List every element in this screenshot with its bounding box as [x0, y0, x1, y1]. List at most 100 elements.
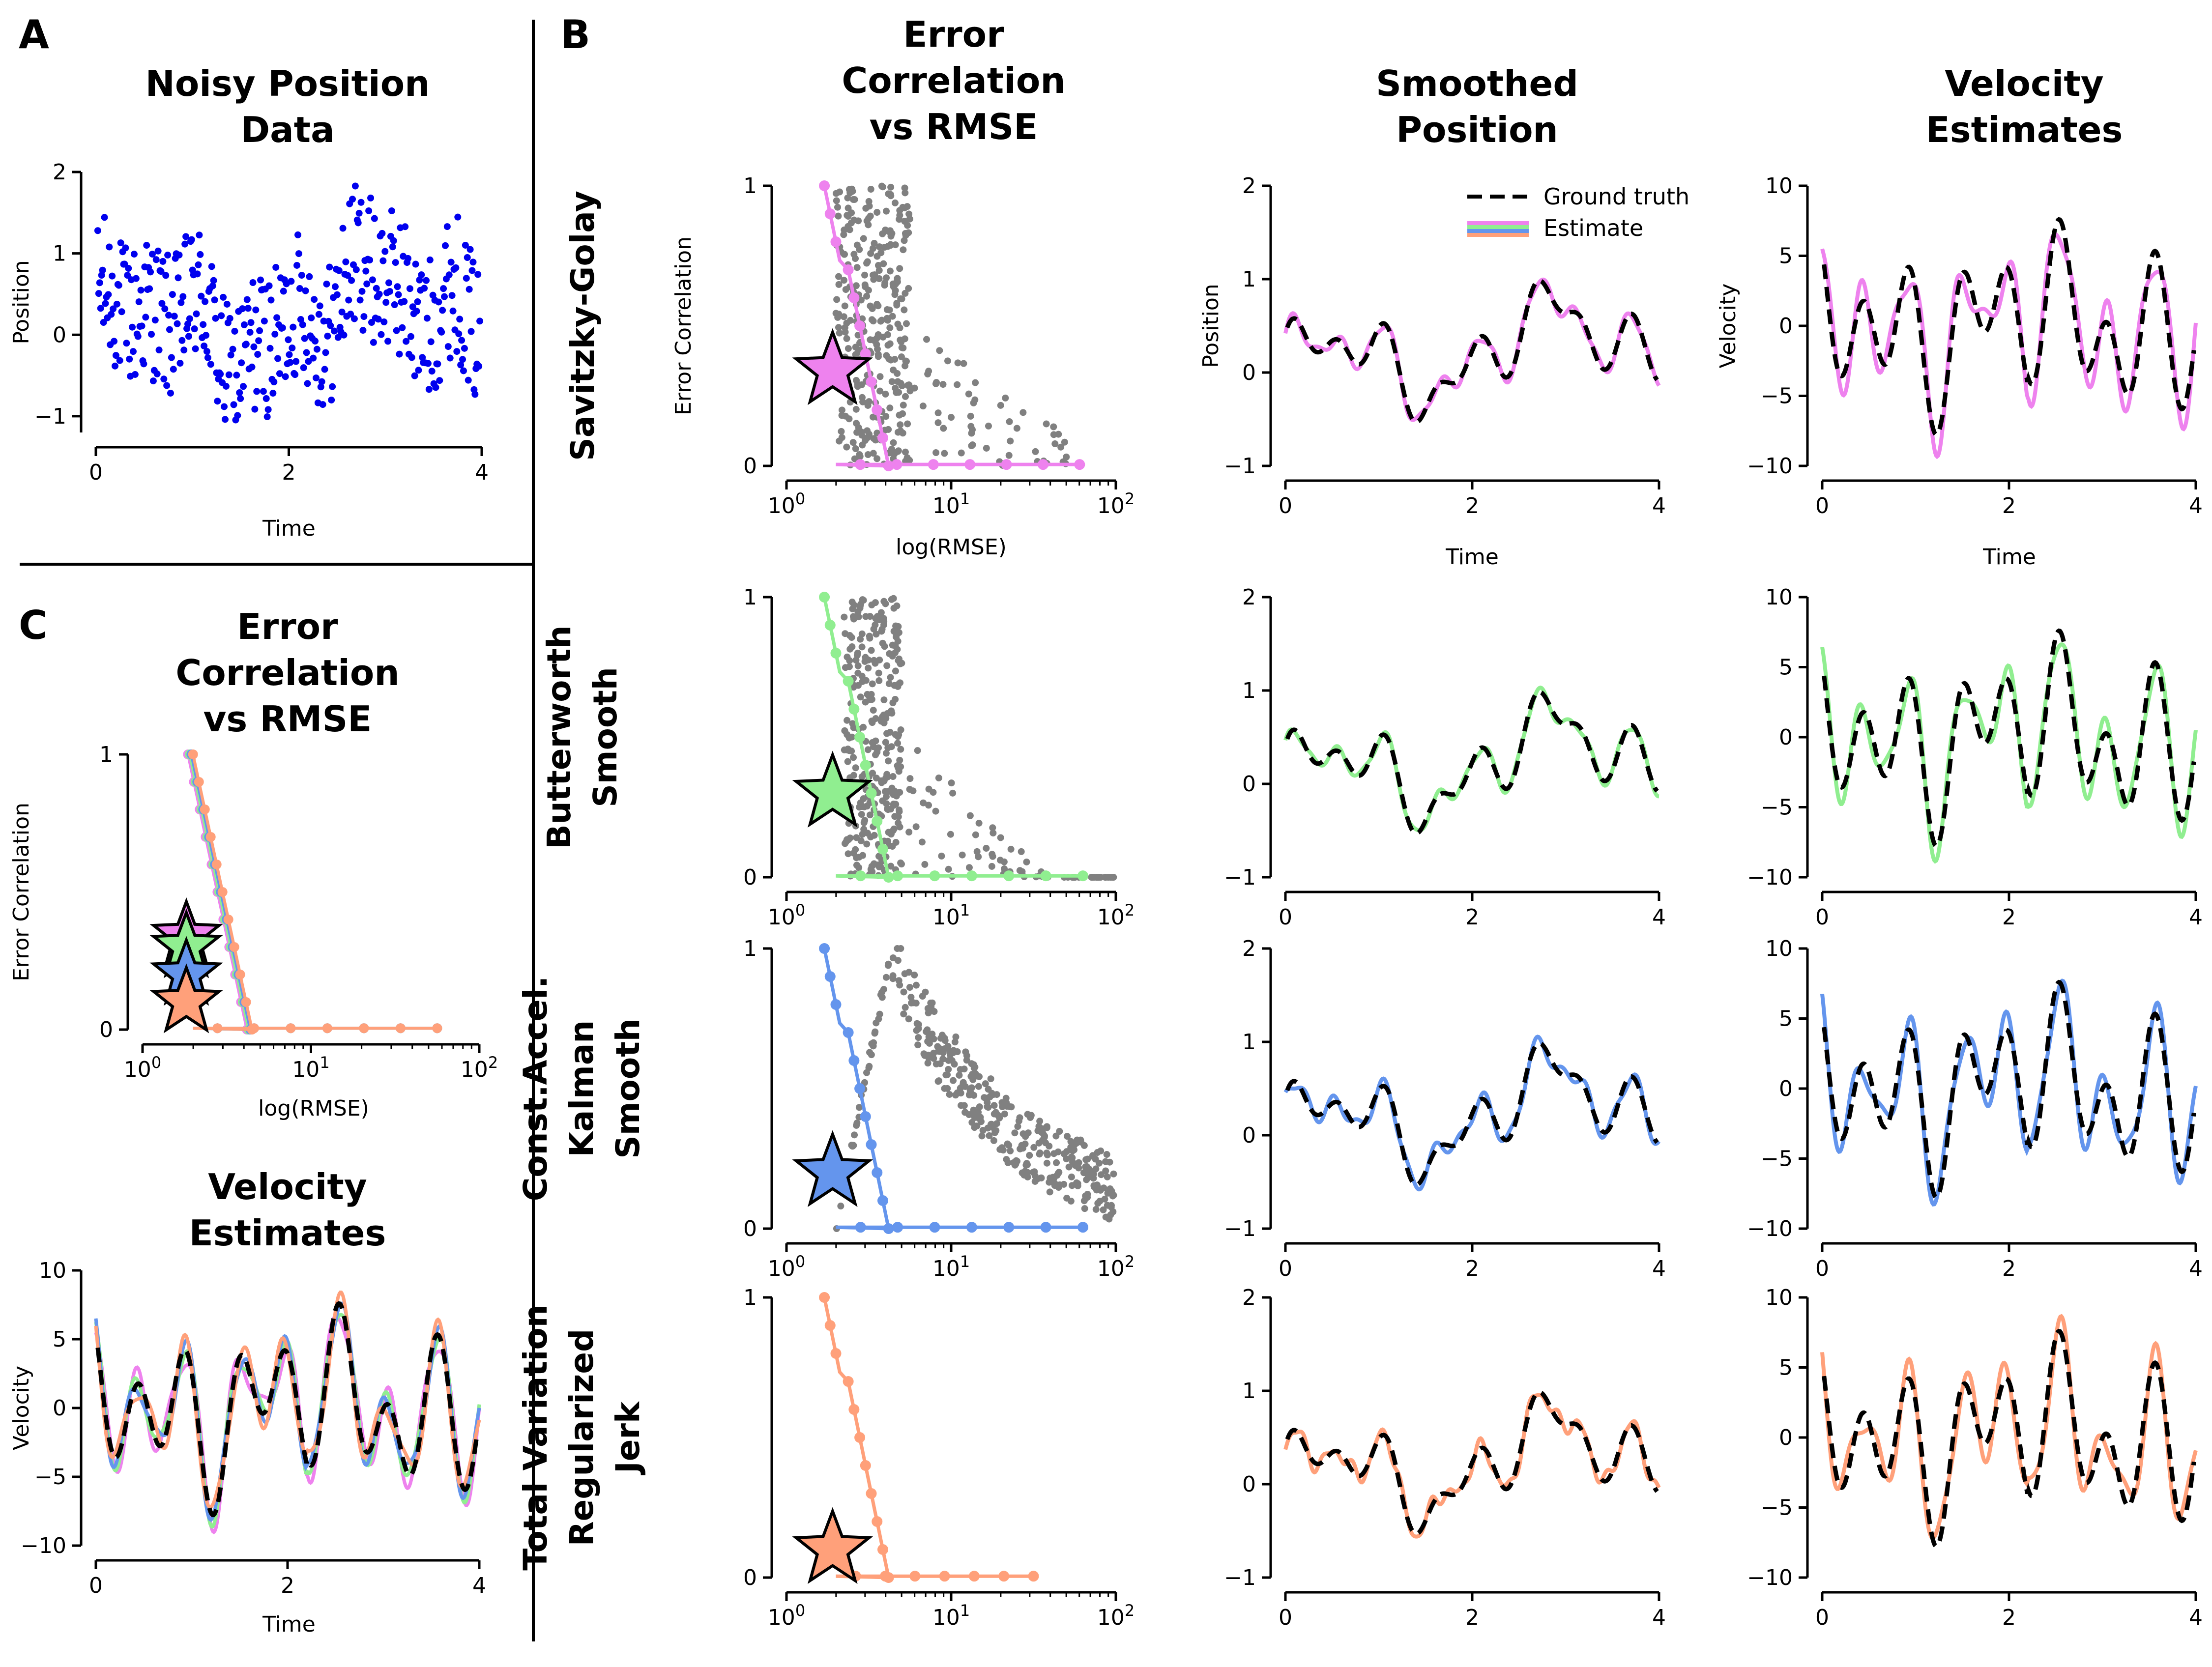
- sweep-point: [881, 788, 889, 795]
- y-tick-label: 0: [743, 865, 757, 890]
- noisy-point: [435, 298, 442, 306]
- noisy-point: [286, 351, 293, 358]
- estimate-line: [1283, 1035, 1661, 1192]
- noisy-point: [371, 215, 378, 222]
- noisy-point: [233, 372, 240, 379]
- pareto-point: [854, 1083, 866, 1094]
- pareto-point: [1037, 459, 1048, 470]
- y-tick-label: 2: [1242, 173, 1256, 199]
- y-axis-label: Velocity: [1716, 284, 1741, 369]
- noisy-point: [467, 328, 475, 335]
- noisy-point: [327, 322, 334, 329]
- sweep-point: [908, 999, 915, 1006]
- sweep-point: [886, 404, 894, 412]
- sweep-point: [989, 824, 996, 832]
- noisy-point: [356, 296, 364, 304]
- sweep-point: [858, 811, 865, 818]
- row-label: Const.Accel.: [517, 976, 554, 1201]
- noisy-point: [318, 378, 325, 385]
- sweep-point: [959, 851, 966, 859]
- pareto-point: [1040, 870, 1051, 882]
- sweep-point: [894, 320, 902, 328]
- sweep-point: [975, 853, 982, 861]
- sweep-point: [905, 829, 913, 836]
- pareto-point: [229, 942, 239, 952]
- noisy-point: [447, 259, 455, 266]
- sweep-point: [896, 823, 903, 831]
- sweep-point: [878, 779, 885, 786]
- noisy-point: [344, 272, 351, 279]
- sweep-point: [905, 210, 913, 218]
- estimate-line: [94, 1301, 481, 1522]
- y-axis-label: Position: [9, 260, 34, 344]
- noisy-point: [401, 298, 408, 305]
- sweep-point: [844, 194, 851, 201]
- noisy-point: [269, 390, 277, 397]
- noisy-point: [210, 277, 217, 284]
- noisy-point: [389, 243, 396, 251]
- sweep-point: [855, 854, 863, 861]
- sweep-point: [889, 699, 897, 707]
- x-tick-label: 2: [282, 460, 296, 485]
- noisy-point: [264, 406, 272, 413]
- ground-truth-line: [1285, 278, 1659, 425]
- pareto-point: [1040, 1222, 1051, 1233]
- sweep-point: [896, 411, 903, 419]
- sweep-point: [882, 793, 890, 801]
- noisy-point: [378, 331, 385, 338]
- noisy-point: [262, 395, 270, 402]
- noisy-point: [466, 246, 474, 253]
- sweep-point: [1046, 1143, 1053, 1150]
- y-tick-label: 0: [53, 322, 66, 347]
- noisy-point: [379, 257, 387, 264]
- sweep-point: [978, 1132, 986, 1140]
- pareto-point: [928, 459, 939, 470]
- sweep-point: [871, 832, 878, 839]
- noisy-point: [164, 252, 172, 259]
- noisy-point: [289, 345, 296, 352]
- pareto-point: [872, 1167, 883, 1178]
- noisy-point: [196, 231, 203, 239]
- sweep-point: [1068, 1173, 1075, 1180]
- noisy-point: [155, 346, 163, 354]
- noisy-point: [297, 316, 304, 323]
- noisy-point: [115, 282, 122, 289]
- pareto-point: [877, 844, 888, 855]
- noisy-point: [328, 396, 335, 403]
- pareto-point: [286, 1023, 296, 1034]
- velocity-axes-row2: −10 −5 0 5 10 0 2 4: [1747, 936, 2203, 1281]
- y-axis-label: Error Correlation: [9, 803, 34, 981]
- sweep-point: [905, 285, 912, 292]
- noisy-point: [260, 388, 267, 395]
- sweep-point: [1063, 453, 1070, 460]
- noisy-point: [296, 285, 303, 292]
- noisy-point: [399, 324, 406, 331]
- sweep-point: [957, 1066, 964, 1073]
- pareto-point: [830, 648, 842, 659]
- sweep-point: [990, 1110, 998, 1118]
- pareto-point: [249, 1023, 259, 1034]
- pareto-point: [1003, 1222, 1015, 1233]
- noisy-point: [311, 296, 318, 303]
- sweep-point: [853, 429, 861, 436]
- noisy-point: [456, 316, 464, 323]
- sweep-point: [944, 1085, 951, 1092]
- pareto-point: [860, 348, 871, 359]
- noisy-point: [271, 330, 279, 338]
- sweep-point: [873, 334, 881, 342]
- noisy-point: [106, 243, 113, 251]
- velocity-axes-c: −10 −5 0 5 10 0 2 4 Velocity Time: [9, 1258, 486, 1637]
- sweep-point: [897, 726, 904, 734]
- noisy-point: [97, 305, 104, 312]
- noisy-point: [265, 282, 273, 289]
- noisy-point: [288, 278, 295, 285]
- pareto-point: [1001, 459, 1012, 470]
- pareto-point: [212, 1023, 223, 1034]
- sweep-point: [977, 1114, 984, 1121]
- sweep-point: [902, 231, 909, 239]
- sweep-point: [905, 1015, 912, 1023]
- pareto-point: [866, 1139, 877, 1150]
- pareto-point: [819, 943, 830, 954]
- sweep-point: [884, 342, 892, 349]
- selected-star: [149, 963, 223, 1034]
